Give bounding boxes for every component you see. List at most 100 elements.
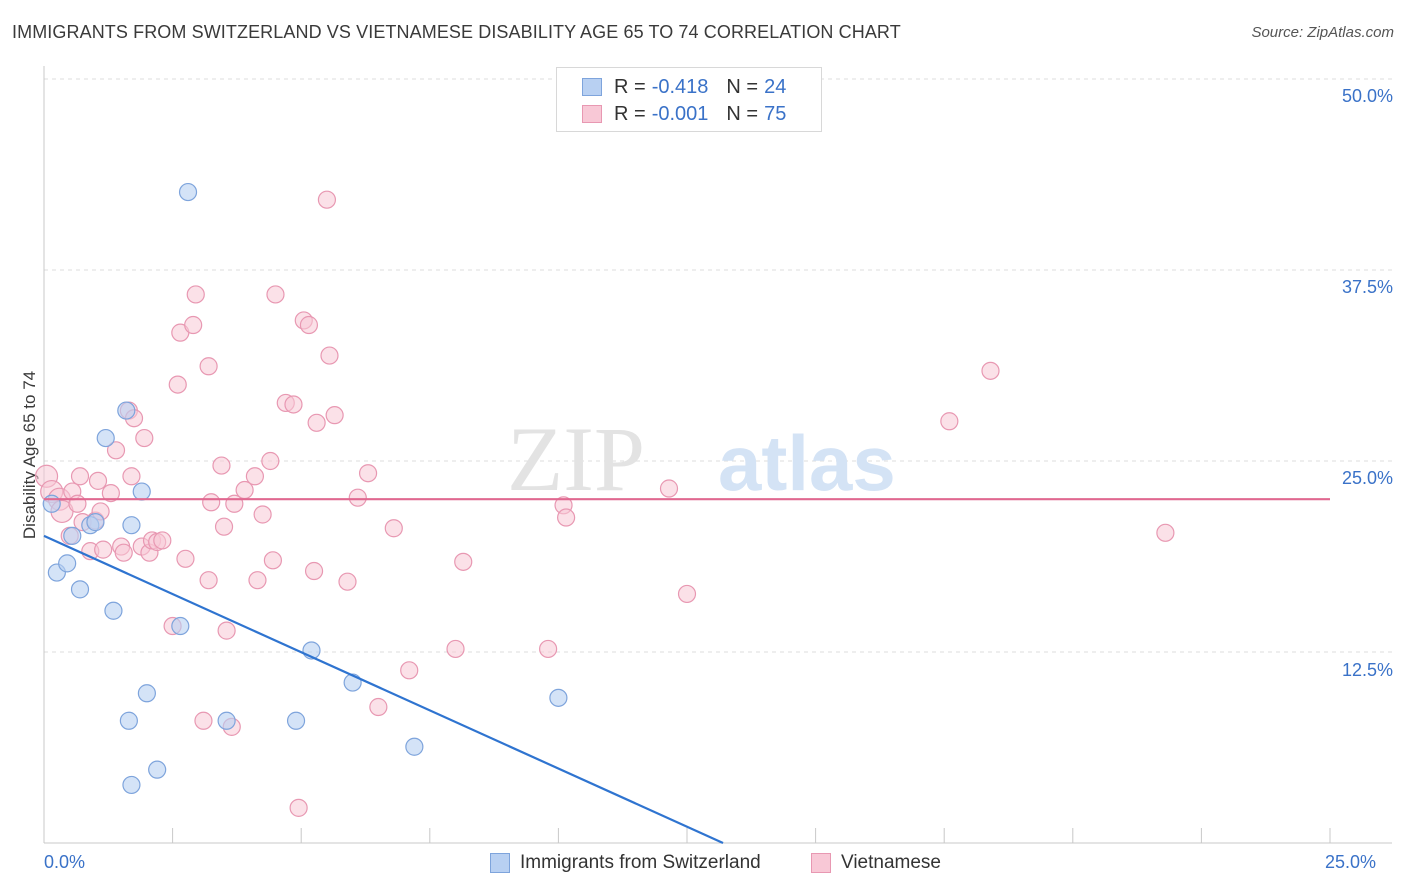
legend-n-label: N =: [726, 102, 759, 125]
source-label: Source: ZipAtlas.com: [1251, 24, 1394, 41]
data-point-vietnamese: [88, 471, 108, 490]
data-point-vietnamese: [539, 639, 558, 659]
legend-r-value: -0.001: [651, 102, 709, 125]
data-point-vietnamese: [153, 531, 172, 550]
y-tick-label-25: 25.0%: [1341, 468, 1393, 488]
series-legend-vietnamese[interactable]: Vietnamese: [811, 852, 941, 874]
legend-n-value: 24: [764, 75, 787, 98]
data-point-switzerland: [132, 482, 151, 501]
series-legend: Immigrants from Switzerland Vietnamese: [0, 852, 1406, 878]
data-point-vietnamese: [135, 428, 154, 448]
data-point-vietnamese: [557, 508, 576, 527]
legend-swatch-switzerland: [582, 78, 602, 96]
data-point-switzerland: [549, 688, 568, 707]
data-point-vietnamese: [659, 479, 679, 498]
legend-r-label: R =: [614, 75, 646, 98]
data-point-switzerland: [86, 513, 105, 532]
data-point-vietnamese: [454, 552, 473, 571]
data-point-vietnamese: [338, 572, 357, 591]
data-point-switzerland: [70, 580, 90, 599]
series-label-vietnamese: Vietnamese: [841, 852, 941, 873]
data-point-vietnamese: [186, 285, 205, 304]
data-point-vietnamese: [266, 285, 285, 304]
data-point-vietnamese: [400, 661, 419, 680]
data-point-vietnamese: [106, 441, 126, 460]
y-tick-label-12-5: 12.5%: [1341, 660, 1393, 680]
data-point-vietnamese: [176, 549, 195, 568]
correlation-legend: R = -0.418 N = 24 R = -0.001 N = 75: [556, 67, 822, 132]
data-point-switzerland: [122, 516, 141, 535]
data-point-vietnamese: [199, 571, 218, 590]
data-point-vietnamese: [384, 519, 403, 538]
data-point-vietnamese: [307, 413, 326, 432]
legend-swatch-vietnamese: [582, 105, 602, 123]
data-point-vietnamese: [122, 467, 141, 486]
watermark-zip: ZIP: [507, 408, 645, 510]
data-point-vietnamese: [70, 467, 90, 486]
legend-row-vietnamese: R = -0.001 N = 75: [582, 101, 786, 127]
data-point-vietnamese: [677, 584, 697, 604]
data-point-vietnamese: [94, 540, 113, 559]
data-point-vietnamese: [168, 375, 187, 394]
trend-line-switzerland: [43, 534, 724, 845]
data-point-vietnamese: [253, 505, 272, 524]
data-point-vietnamese: [304, 561, 324, 581]
data-point-switzerland: [217, 711, 236, 730]
data-point-vietnamese: [348, 488, 367, 507]
legend-n-value: 75: [764, 102, 787, 125]
data-point-vietnamese: [114, 543, 133, 562]
data-point-vietnamese: [981, 361, 1000, 380]
series-legend-switzerland[interactable]: Immigrants from Switzerland: [490, 852, 761, 874]
data-point-vietnamese: [358, 464, 378, 483]
data-point-switzerland: [286, 711, 306, 730]
data-point-vietnamese: [214, 517, 234, 536]
x-tick-label-min: 0.0%: [44, 852, 86, 872]
data-point-switzerland: [58, 554, 77, 573]
data-point-vietnamese: [184, 315, 203, 335]
data-point-vietnamese: [261, 451, 280, 471]
switzerland-points: [42, 182, 568, 795]
data-point-vietnamese: [212, 456, 231, 475]
data-point-switzerland: [104, 601, 123, 620]
data-point-switzerland: [117, 401, 136, 420]
data-point-switzerland: [119, 711, 138, 730]
data-point-vietnamese: [199, 357, 218, 376]
data-point-vietnamese: [446, 639, 465, 659]
data-point-switzerland: [96, 428, 115, 448]
data-point-vietnamese: [289, 798, 308, 817]
data-point-vietnamese: [299, 315, 319, 335]
legend-r-label: R =: [614, 102, 646, 125]
watermark-atlas: atlas: [718, 419, 896, 507]
trend-lines: [43, 498, 1330, 845]
data-point-vietnamese: [68, 494, 87, 513]
data-point-vietnamese: [248, 571, 267, 590]
data-point-switzerland: [63, 526, 82, 545]
y-tick-label-37-5: 37.5%: [1341, 277, 1393, 297]
chart-title: IMMIGRANTS FROM SWITZERLAND VS VIETNAMES…: [12, 22, 901, 42]
data-point-vietnamese: [369, 697, 388, 717]
legend-r-value: -0.418: [651, 75, 709, 98]
data-point-vietnamese: [202, 493, 221, 512]
data-point-vietnamese: [1156, 523, 1175, 542]
data-point-vietnamese: [284, 395, 303, 414]
y-tick-label-50: 50.0%: [1341, 86, 1393, 106]
data-point-switzerland: [171, 616, 190, 636]
axes: [43, 66, 1392, 844]
data-point-vietnamese: [194, 711, 213, 730]
data-point-switzerland: [148, 760, 167, 779]
legend-n-label: N =: [726, 75, 759, 98]
data-point-switzerland: [42, 494, 61, 513]
data-point-vietnamese: [101, 483, 120, 503]
data-point-vietnamese: [263, 551, 283, 570]
data-point-switzerland: [178, 182, 198, 202]
grid-lines: [44, 78, 1392, 653]
data-point-vietnamese: [940, 412, 959, 431]
data-point-vietnamese: [317, 190, 337, 209]
series-swatch-vietnamese: [811, 853, 831, 873]
data-point-switzerland: [137, 684, 156, 703]
x-tick-label-max: 25.0%: [1325, 852, 1377, 872]
data-point-vietnamese: [217, 621, 236, 640]
legend-row-switzerland: R = -0.418 N = 24: [582, 74, 786, 100]
data-point-vietnamese: [245, 467, 265, 486]
